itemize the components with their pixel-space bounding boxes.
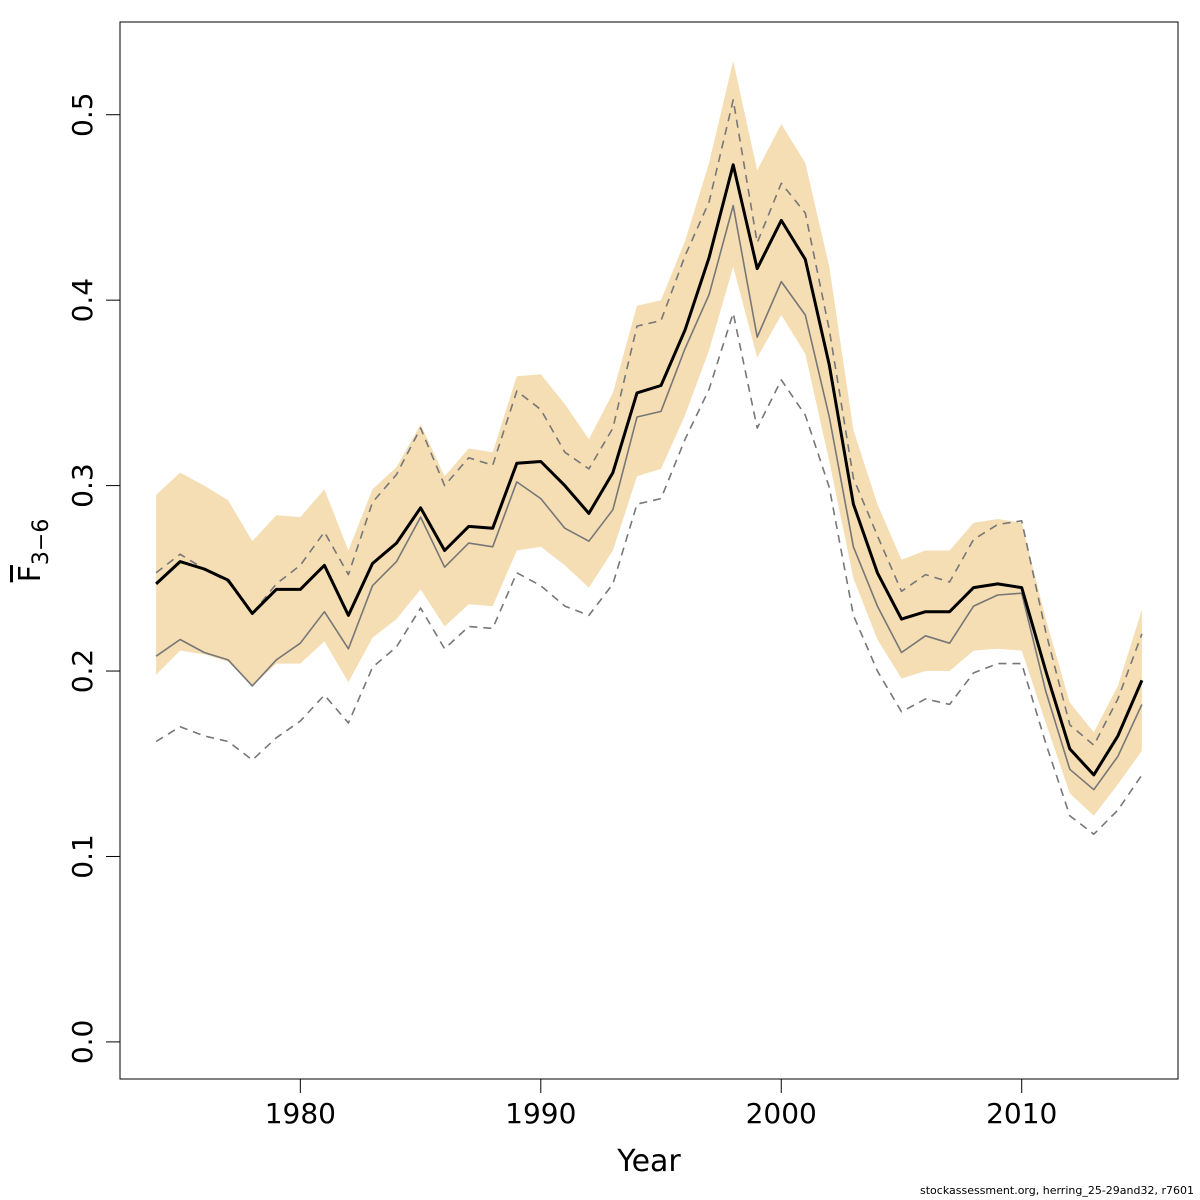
y-axis-title-main: F <box>13 565 48 582</box>
series-lines-layer <box>155 99 1144 836</box>
x-tick-label: 1990 <box>505 1097 576 1130</box>
x-axis-title: Year <box>616 1144 681 1179</box>
y-tick-label: 0.3 <box>66 463 99 508</box>
y-tick-label: 0.5 <box>66 92 99 137</box>
plot-frame <box>119 21 1179 1080</box>
x-axis: 1980 1990 2000 2010 <box>265 1079 1057 1130</box>
footer-credit: stockassessment.org, herring_25-29and32,… <box>920 1184 1194 1197</box>
confidence-band <box>156 60 1142 816</box>
reference-upper-line <box>155 99 1143 747</box>
y-axis: 0.0 0.1 0.2 0.3 0.4 0.5 <box>66 92 120 1064</box>
y-tick-label: 0.0 <box>66 1020 99 1065</box>
y-axis-title-subscript: 3−6 <box>29 519 54 565</box>
reference-lower-line <box>155 312 1143 836</box>
y-axis-title: F3−6 <box>13 519 54 583</box>
estimate-line <box>155 163 1144 777</box>
y-tick-label: 0.2 <box>66 649 99 694</box>
svg-text:F3−6: F3−6 <box>13 519 54 583</box>
y-tick-label: 0.1 <box>66 834 99 879</box>
x-tick-label: 2000 <box>746 1097 817 1130</box>
reference-mid-line <box>155 204 1143 791</box>
confidence-band-layer <box>156 60 1142 816</box>
x-tick-label: 1980 <box>265 1097 336 1130</box>
x-tick-label: 2010 <box>986 1097 1057 1130</box>
y-tick-label: 0.4 <box>66 278 99 323</box>
